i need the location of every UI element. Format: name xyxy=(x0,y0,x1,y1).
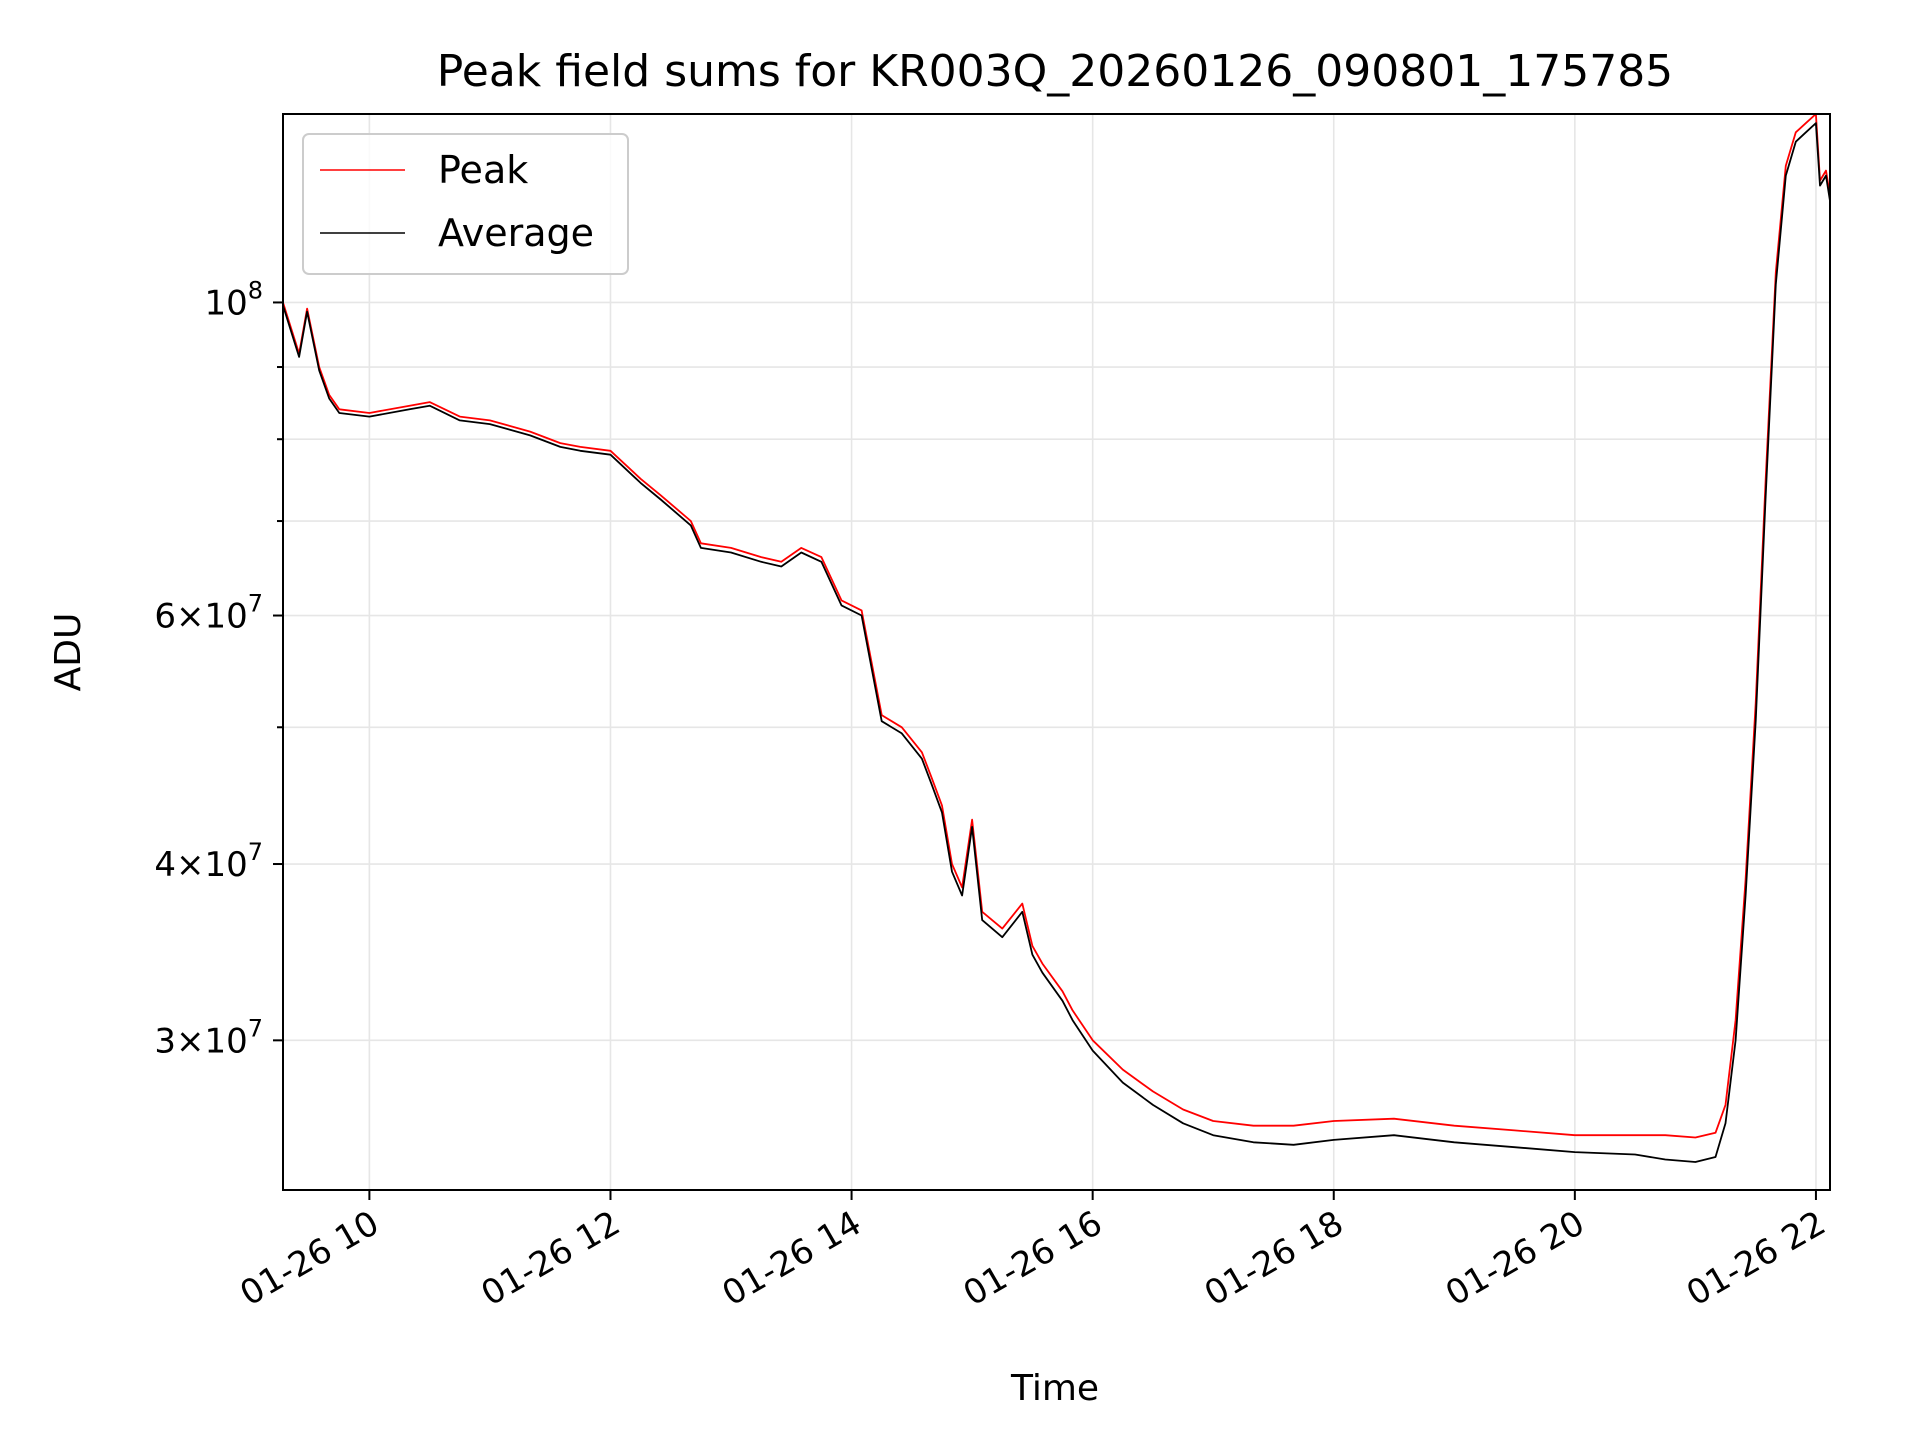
grid-lines xyxy=(283,114,1830,1190)
y-tick-label: 4×107 xyxy=(154,838,263,885)
x-axis-ticks: 01-26 10 01-26 12 01-26 14 01-26 16 01-26 18… xyxy=(233,1190,1832,1314)
y-axis-label: ADU xyxy=(48,613,89,692)
legend: Peak Average xyxy=(302,133,629,275)
x-tick-label: 01-26 14 xyxy=(716,1203,868,1314)
x-tick-label: 01-26 18 xyxy=(1198,1203,1350,1314)
x-tick-label: 01-26 10 xyxy=(233,1203,385,1314)
x-axis-label: Time xyxy=(1010,1368,1099,1409)
legend-label-peak: Peak xyxy=(438,148,528,192)
y-axis-ticks: 3×107 4×107 6×107 108 xyxy=(154,276,283,1061)
y-tick-label: 6×107 xyxy=(154,590,263,637)
series-lines xyxy=(282,113,1831,1163)
series-line-peak xyxy=(282,113,1831,1139)
legend-box xyxy=(302,133,629,275)
x-tick-label: 01-26 22 xyxy=(1680,1203,1832,1314)
legend-label-average: Average xyxy=(438,211,594,255)
y-tick-label: 3×107 xyxy=(154,1014,263,1061)
x-tick-label: 01-26 12 xyxy=(475,1203,627,1314)
x-tick-label: 01-26 20 xyxy=(1439,1203,1591,1314)
series-line-average xyxy=(282,122,1831,1163)
plot-frame xyxy=(282,113,1831,1191)
y-tick-label: 108 xyxy=(204,276,263,323)
chart-title: Peak field sums for KR003Q_20260126_0908… xyxy=(437,46,1673,97)
x-tick-label: 01-26 16 xyxy=(957,1203,1109,1314)
